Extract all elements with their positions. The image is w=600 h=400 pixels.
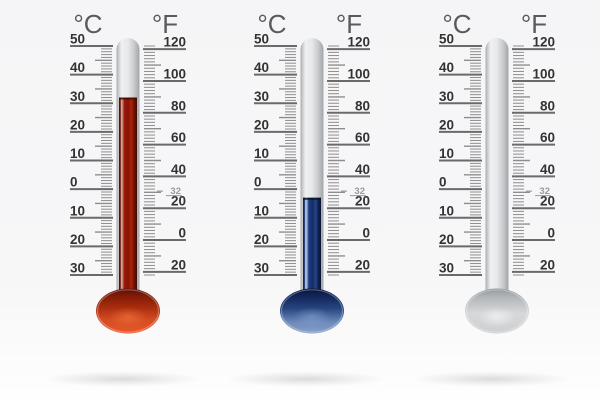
fahrenheit-scale-label: 20: [171, 194, 186, 209]
bulb-rim-highlight: [465, 289, 529, 333]
fahrenheit-scale-label: 120: [347, 35, 370, 50]
celsius-scale-label: 30: [70, 261, 85, 276]
freezing-mark-label: 32: [354, 186, 365, 197]
celsius-scale-label: 30: [70, 89, 85, 104]
fahrenheit-unit-label: °F: [152, 9, 178, 39]
celsius-scale-label: 20: [70, 232, 85, 247]
celsius-scale: 30 20 10 0 10 20 30 40 50: [254, 32, 297, 276]
fahrenheit-scale-label: 80: [355, 98, 370, 113]
fahrenheit-scale-label: 100: [347, 66, 370, 81]
celsius-scale-label: 20: [254, 117, 269, 132]
tube: [485, 38, 509, 304]
celsius-scale-label: 40: [70, 60, 85, 75]
fahrenheit-scale-label: 20: [171, 257, 186, 272]
celsius-scale-label: 10: [439, 146, 454, 161]
fahrenheit-scale-label: 120: [532, 35, 555, 50]
bulb-glow: [293, 307, 331, 327]
celsius-scale-label: 10: [439, 203, 454, 218]
celsius-scale-label: 30: [439, 89, 454, 104]
celsius-scale-label: 10: [254, 203, 269, 218]
celsius-scale-label: 10: [70, 146, 85, 161]
celsius-scale-label: 30: [254, 89, 269, 104]
fahrenheit-scale-label: 20: [540, 194, 555, 209]
fahrenheit-scale-label: 20: [355, 257, 370, 272]
fahrenheit-scale: 20 0 20 40 60 80 100 120 32: [143, 35, 186, 276]
shadow: [411, 371, 571, 387]
freezing-mark-label: 32: [539, 186, 550, 197]
celsius-scale-label: 20: [70, 117, 85, 132]
celsius-scale-label: 0: [254, 175, 262, 190]
celsius-scale-label: 50: [70, 32, 85, 47]
bulb-glow: [478, 307, 516, 327]
fahrenheit-scale-label: 20: [355, 194, 370, 209]
celsius-unit-label: °C: [73, 9, 102, 39]
fahrenheit-scale-label: 120: [163, 35, 186, 50]
fahrenheit-scale: 20 0 20 40 60 80 100 120 32: [512, 35, 555, 276]
celsius-scale: 30 20 10 0 10 20 30 40 50: [439, 32, 482, 276]
fahrenheit-scale-label: 80: [540, 98, 555, 113]
fahrenheit-scale-label: 60: [355, 130, 370, 145]
freezing-mark-label: 32: [170, 186, 181, 197]
fahrenheit-scale: 20 0 20 40 60 80 100 120 32: [327, 35, 370, 276]
shadow: [42, 371, 202, 387]
fahrenheit-scale-label: 40: [171, 162, 186, 177]
fahrenheit-scale-label: 40: [355, 162, 370, 177]
celsius-scale-label: 40: [439, 60, 454, 75]
celsius-scale: 30 20 10 0 10 20 30 40 50: [70, 32, 113, 276]
celsius-scale-label: 20: [439, 117, 454, 132]
celsius-scale-label: 20: [254, 232, 269, 247]
bulb-rim-highlight: [280, 289, 344, 333]
celsius-scale-label: 10: [70, 203, 85, 218]
celsius-scale-label: 0: [439, 175, 447, 190]
celsius-unit-label: °C: [257, 9, 286, 39]
fahrenheit-scale-label: 20: [540, 257, 555, 272]
liquid-column: [119, 97, 137, 301]
liquid-column: [303, 197, 321, 300]
celsius-scale-label: 50: [439, 32, 454, 47]
celsius-scale-label: 30: [439, 261, 454, 276]
fahrenheit-scale-label: 60: [171, 130, 186, 145]
fahrenheit-unit-label: °F: [336, 9, 362, 39]
fahrenheit-scale-label: 60: [540, 130, 555, 145]
shadow: [226, 371, 386, 387]
fahrenheit-scale-label: 0: [547, 226, 555, 241]
celsius-scale-label: 50: [254, 32, 269, 47]
fahrenheit-unit-label: °F: [521, 9, 547, 39]
fahrenheit-scale-label: 100: [163, 66, 186, 81]
celsius-unit-label: °C: [442, 9, 471, 39]
fahrenheit-scale-label: 40: [540, 162, 555, 177]
celsius-scale-label: 30: [254, 261, 269, 276]
celsius-scale-label: 10: [254, 146, 269, 161]
celsius-scale-label: 0: [70, 175, 78, 190]
fahrenheit-scale-label: 0: [178, 226, 186, 241]
fahrenheit-scale-label: 0: [362, 226, 370, 241]
fahrenheit-scale-label: 80: [171, 98, 186, 113]
celsius-scale-label: 20: [439, 232, 454, 247]
fahrenheit-scale-label: 100: [532, 66, 555, 81]
bulb-glow: [109, 307, 147, 327]
celsius-scale-label: 40: [254, 60, 269, 75]
bulb-rim-highlight: [96, 289, 160, 333]
